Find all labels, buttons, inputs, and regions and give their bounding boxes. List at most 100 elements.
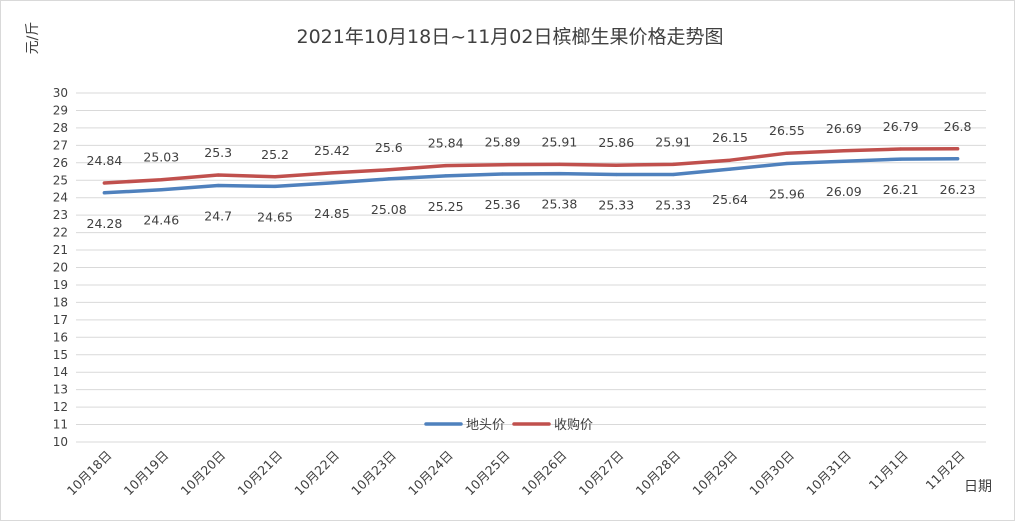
y-tick-label: 12 bbox=[53, 400, 68, 414]
data-point bbox=[387, 177, 391, 181]
data-point bbox=[614, 163, 618, 167]
y-tick-label: 27 bbox=[53, 138, 68, 152]
data-label: 25.2 bbox=[261, 147, 289, 162]
y-tick-label: 22 bbox=[53, 226, 68, 240]
data-point bbox=[330, 171, 334, 175]
data-point bbox=[557, 172, 562, 176]
data-label: 24.28 bbox=[87, 216, 123, 231]
y-tick-label: 16 bbox=[53, 330, 68, 344]
data-label: 25.33 bbox=[598, 197, 634, 212]
y-tick-label: 10 bbox=[53, 435, 68, 449]
data-label: 24.46 bbox=[143, 213, 179, 228]
data-label: 25.64 bbox=[712, 192, 748, 207]
y-tick-label: 11 bbox=[53, 418, 68, 432]
data-label: 24.85 bbox=[314, 206, 350, 221]
y-tick-label: 30 bbox=[53, 86, 68, 100]
data-label: 25.91 bbox=[542, 134, 578, 149]
data-label: 25.96 bbox=[769, 186, 805, 201]
data-label: 25.3 bbox=[204, 145, 232, 160]
legend: 地头价 收购价 bbox=[424, 417, 593, 433]
y-tick-label: 23 bbox=[53, 208, 68, 222]
data-point bbox=[671, 172, 675, 177]
data-label: 26.69 bbox=[826, 121, 862, 136]
data-point bbox=[955, 157, 960, 161]
data-point bbox=[785, 151, 789, 155]
y-tick-label: 26 bbox=[53, 156, 68, 170]
data-point bbox=[728, 158, 732, 162]
series-group bbox=[102, 147, 960, 195]
data-label: 25.6 bbox=[375, 140, 403, 155]
data-labels: 24.28 24.46 24.7 24.65 24.85 25.08 25.25 25.36 2… bbox=[87, 119, 976, 231]
y-tick-label: 14 bbox=[53, 365, 68, 379]
gridlines bbox=[76, 92, 986, 443]
y-tick-label: 17 bbox=[53, 313, 68, 327]
data-label: 25.38 bbox=[542, 197, 578, 212]
data-point bbox=[159, 188, 163, 192]
data-label: 26.15 bbox=[712, 130, 748, 145]
y-tick-label: 13 bbox=[53, 383, 68, 397]
data-point bbox=[614, 172, 618, 177]
data-point bbox=[500, 172, 505, 176]
data-label: 26.79 bbox=[883, 119, 919, 134]
series-line-1 bbox=[102, 147, 960, 185]
data-label: 25.86 bbox=[598, 135, 634, 150]
data-label: 24.84 bbox=[87, 153, 123, 168]
legend-label: 地头价 bbox=[466, 418, 505, 433]
data-point bbox=[728, 167, 732, 171]
x-axis-title: 日期 bbox=[964, 479, 992, 495]
y-tick-label: 24 bbox=[53, 191, 68, 205]
data-point bbox=[102, 181, 107, 185]
data-label: 26.21 bbox=[883, 182, 919, 197]
y-tick-label: 15 bbox=[53, 348, 68, 362]
data-label: 25.33 bbox=[655, 197, 691, 212]
data-point bbox=[444, 163, 448, 168]
chart-title: 2021年10月18日~11月02日槟榔生果价格走势图 bbox=[297, 26, 724, 48]
y-tick-label: 25 bbox=[53, 173, 68, 187]
data-point bbox=[842, 159, 846, 163]
legend-label: 收购价 bbox=[554, 417, 593, 433]
data-point bbox=[102, 191, 107, 195]
data-label: 26.09 bbox=[826, 184, 862, 199]
data-label: 26.55 bbox=[769, 123, 805, 138]
data-point bbox=[899, 157, 903, 161]
y-axis-title: 元/斤 bbox=[25, 22, 41, 55]
y-tick-label: 29 bbox=[53, 103, 68, 117]
data-point bbox=[500, 163, 505, 167]
y-axis-ticks: 10 11 12 13 14 15 16 17 18 19 20 21 22 23 24 25 26 27 28 29… bbox=[53, 86, 68, 449]
y-tick-label: 19 bbox=[53, 278, 68, 292]
data-label: 25.36 bbox=[485, 197, 521, 212]
data-point bbox=[159, 178, 163, 182]
data-label: 26.23 bbox=[940, 182, 976, 197]
data-label: 25.42 bbox=[314, 143, 350, 158]
data-point bbox=[387, 168, 391, 172]
data-point bbox=[557, 162, 562, 166]
data-point bbox=[273, 184, 277, 188]
data-label: 26.8 bbox=[944, 119, 972, 134]
y-tick-label: 20 bbox=[53, 261, 68, 275]
data-label: 25.25 bbox=[428, 199, 464, 214]
series-line-0 bbox=[102, 157, 960, 195]
data-label: 24.65 bbox=[257, 209, 293, 224]
data-point bbox=[216, 183, 220, 188]
data-point bbox=[444, 174, 448, 178]
data-label: 25.89 bbox=[485, 135, 521, 150]
data-label: 24.7 bbox=[204, 208, 232, 223]
data-point bbox=[899, 147, 903, 151]
data-point bbox=[671, 162, 675, 166]
y-tick-label: 18 bbox=[53, 295, 68, 309]
y-tick-label: 21 bbox=[53, 243, 68, 257]
data-point bbox=[955, 147, 960, 151]
data-label: 25.91 bbox=[655, 134, 691, 149]
y-tick-label: 28 bbox=[53, 121, 68, 135]
data-label: 25.84 bbox=[428, 136, 464, 151]
data-point bbox=[273, 175, 277, 179]
data-label: 25.08 bbox=[371, 202, 407, 217]
data-label: 25.03 bbox=[143, 150, 179, 165]
data-point bbox=[216, 173, 220, 177]
data-point bbox=[842, 149, 846, 153]
data-point bbox=[330, 181, 334, 185]
data-point bbox=[785, 161, 789, 166]
